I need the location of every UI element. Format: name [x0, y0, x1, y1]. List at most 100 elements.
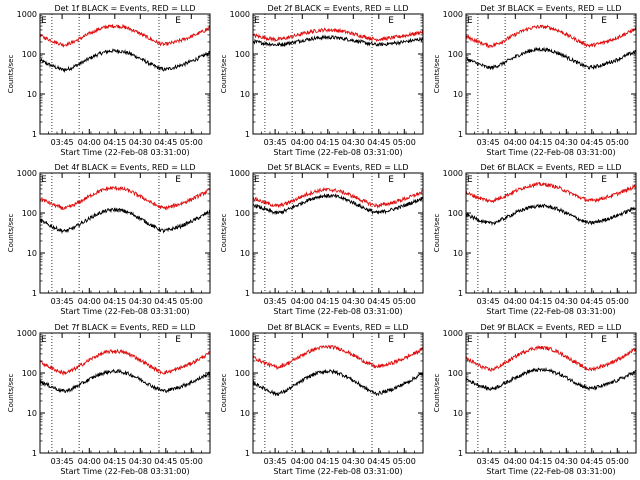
- x-tick-label: 05:00: [180, 457, 203, 466]
- x-tick-label: 04:00: [504, 297, 527, 306]
- event-marker-label: E: [467, 16, 473, 26]
- y-tick-label: 10: [240, 249, 250, 258]
- event-marker-label: E: [254, 175, 260, 185]
- events-series-line: [465, 46, 637, 71]
- lld-series-line: [252, 27, 424, 43]
- plot-frame: [465, 332, 637, 454]
- y-axis-label: Counts/sec: [220, 374, 228, 413]
- y-axis-label: Counts/sec: [433, 55, 441, 94]
- events-series-line: [39, 48, 211, 74]
- x-tick-label: 03:45: [264, 297, 287, 306]
- events-series-line: [465, 366, 637, 392]
- event-marker-label: E: [254, 335, 260, 345]
- event-marker-label: E: [467, 175, 473, 185]
- chart-title: Det 9f BLACK = Events, RED = LLD: [480, 323, 621, 332]
- x-tick-label: 04:00: [78, 138, 101, 147]
- y-tick-label: 10: [453, 409, 463, 418]
- y-tick-label: 100: [22, 369, 37, 378]
- events-series-line: [252, 34, 424, 48]
- y-tick-label: 100: [22, 209, 37, 218]
- plot-frame: [465, 13, 637, 135]
- x-axis-label: Start Time (22-Feb-08 03:31:00): [60, 467, 189, 476]
- x-tick-label: 04:30: [129, 297, 152, 306]
- event-marker-label: E: [601, 175, 607, 185]
- event-marker-label: E: [601, 16, 607, 26]
- y-tick-label: 10: [27, 90, 37, 99]
- y-tick-label: 1: [458, 130, 463, 139]
- x-tick-label: 04:45: [154, 457, 177, 466]
- x-axis-label: Start Time (22-Feb-08 03:31:00): [273, 467, 402, 476]
- x-tick-label: 04:00: [78, 297, 101, 306]
- plot-frame: [39, 172, 211, 294]
- event-marker-label: E: [601, 335, 607, 345]
- x-tick-label: 04:45: [580, 138, 603, 147]
- y-tick-label: 100: [448, 209, 463, 218]
- x-tick-label: 03:45: [477, 457, 500, 466]
- x-tick-label: 04:45: [367, 297, 390, 306]
- event-marker-label: E: [467, 335, 473, 345]
- event-marker-label: E: [388, 175, 394, 185]
- x-tick-label: 04:00: [291, 457, 314, 466]
- x-tick-label: 04:30: [342, 297, 365, 306]
- event-marker-label: E: [41, 335, 47, 345]
- chart-title: Det 1f BLACK = Events, RED = LLD: [54, 4, 195, 13]
- event-marker-label: E: [175, 335, 181, 345]
- x-tick-label: 04:45: [580, 457, 603, 466]
- y-axis-label: Counts/sec: [7, 55, 15, 94]
- x-tick-label: 04:15: [529, 138, 552, 147]
- y-tick-label: 1: [458, 449, 463, 458]
- x-tick-label: 04:00: [291, 297, 314, 306]
- lld-series-line: [39, 185, 211, 211]
- events-series-line: [252, 192, 424, 216]
- chart-panel-4: Det 4f BLACK = Events, RED = LLD 1 10 100 10…: [7, 163, 211, 316]
- chart-panel-6: Det 6f BLACK = Events, RED = LLD 1 10 100 10…: [433, 163, 637, 316]
- lld-series-line: [465, 181, 637, 204]
- x-tick-label: 04:45: [154, 138, 177, 147]
- chart-panel-7: Det 7f BLACK = Events, RED = LLD 1 10 100 10…: [7, 323, 211, 476]
- chart-title: Det 5f BLACK = Events, RED = LLD: [267, 163, 408, 172]
- y-tick-label: 1000: [443, 10, 463, 19]
- x-tick-label: 04:15: [316, 297, 339, 306]
- x-tick-label: 03:45: [264, 138, 287, 147]
- y-axis-label: Counts/sec: [7, 214, 15, 253]
- event-marker-label: E: [254, 16, 260, 26]
- x-tick-label: 04:30: [129, 457, 152, 466]
- y-tick-label: 10: [453, 249, 463, 258]
- y-tick-label: 10: [240, 409, 250, 418]
- y-tick-label: 100: [235, 50, 250, 59]
- x-tick-label: 04:00: [78, 457, 101, 466]
- y-tick-label: 100: [235, 369, 250, 378]
- y-tick-label: 10: [27, 409, 37, 418]
- events-series-line: [465, 203, 637, 227]
- x-tick-label: 04:45: [154, 297, 177, 306]
- x-tick-label: 05:00: [606, 138, 629, 147]
- y-tick-label: 10: [240, 90, 250, 99]
- x-tick-label: 04:15: [316, 457, 339, 466]
- x-tick-label: 04:00: [504, 138, 527, 147]
- lld-series-line: [465, 24, 637, 49]
- lld-series-line: [465, 344, 637, 373]
- y-axis-label: Counts/sec: [433, 214, 441, 253]
- y-tick-label: 1: [32, 449, 37, 458]
- x-tick-label: 05:00: [606, 457, 629, 466]
- y-tick-label: 1000: [17, 169, 37, 178]
- y-tick-label: 1: [32, 130, 37, 139]
- lld-series-line: [39, 23, 211, 48]
- chart-panel-5: Det 5f BLACK = Events, RED = LLD 1 10 100 10…: [220, 163, 424, 316]
- x-tick-label: 03:45: [51, 297, 74, 306]
- chart-title: Det 6f BLACK = Events, RED = LLD: [480, 163, 621, 172]
- x-tick-label: 05:00: [393, 297, 416, 306]
- event-marker-label: E: [41, 175, 47, 185]
- y-tick-label: 1000: [230, 169, 250, 178]
- x-axis-label: Start Time (22-Feb-08 03:31:00): [273, 148, 402, 157]
- plot-frame: [465, 172, 637, 294]
- x-tick-label: 04:15: [316, 138, 339, 147]
- event-marker-label: E: [388, 16, 394, 26]
- x-tick-label: 04:45: [580, 297, 603, 306]
- chart-panel-1: Det 1f BLACK = Events, RED = LLD 1 10 100 10…: [7, 4, 211, 157]
- y-axis-label: Counts/sec: [433, 374, 441, 413]
- chart-title: Det 7f BLACK = Events, RED = LLD: [54, 323, 195, 332]
- chart-title: Det 8f BLACK = Events, RED = LLD: [267, 323, 408, 332]
- x-axis-label: Start Time (22-Feb-08 03:31:00): [60, 307, 189, 316]
- y-tick-label: 1000: [443, 329, 463, 338]
